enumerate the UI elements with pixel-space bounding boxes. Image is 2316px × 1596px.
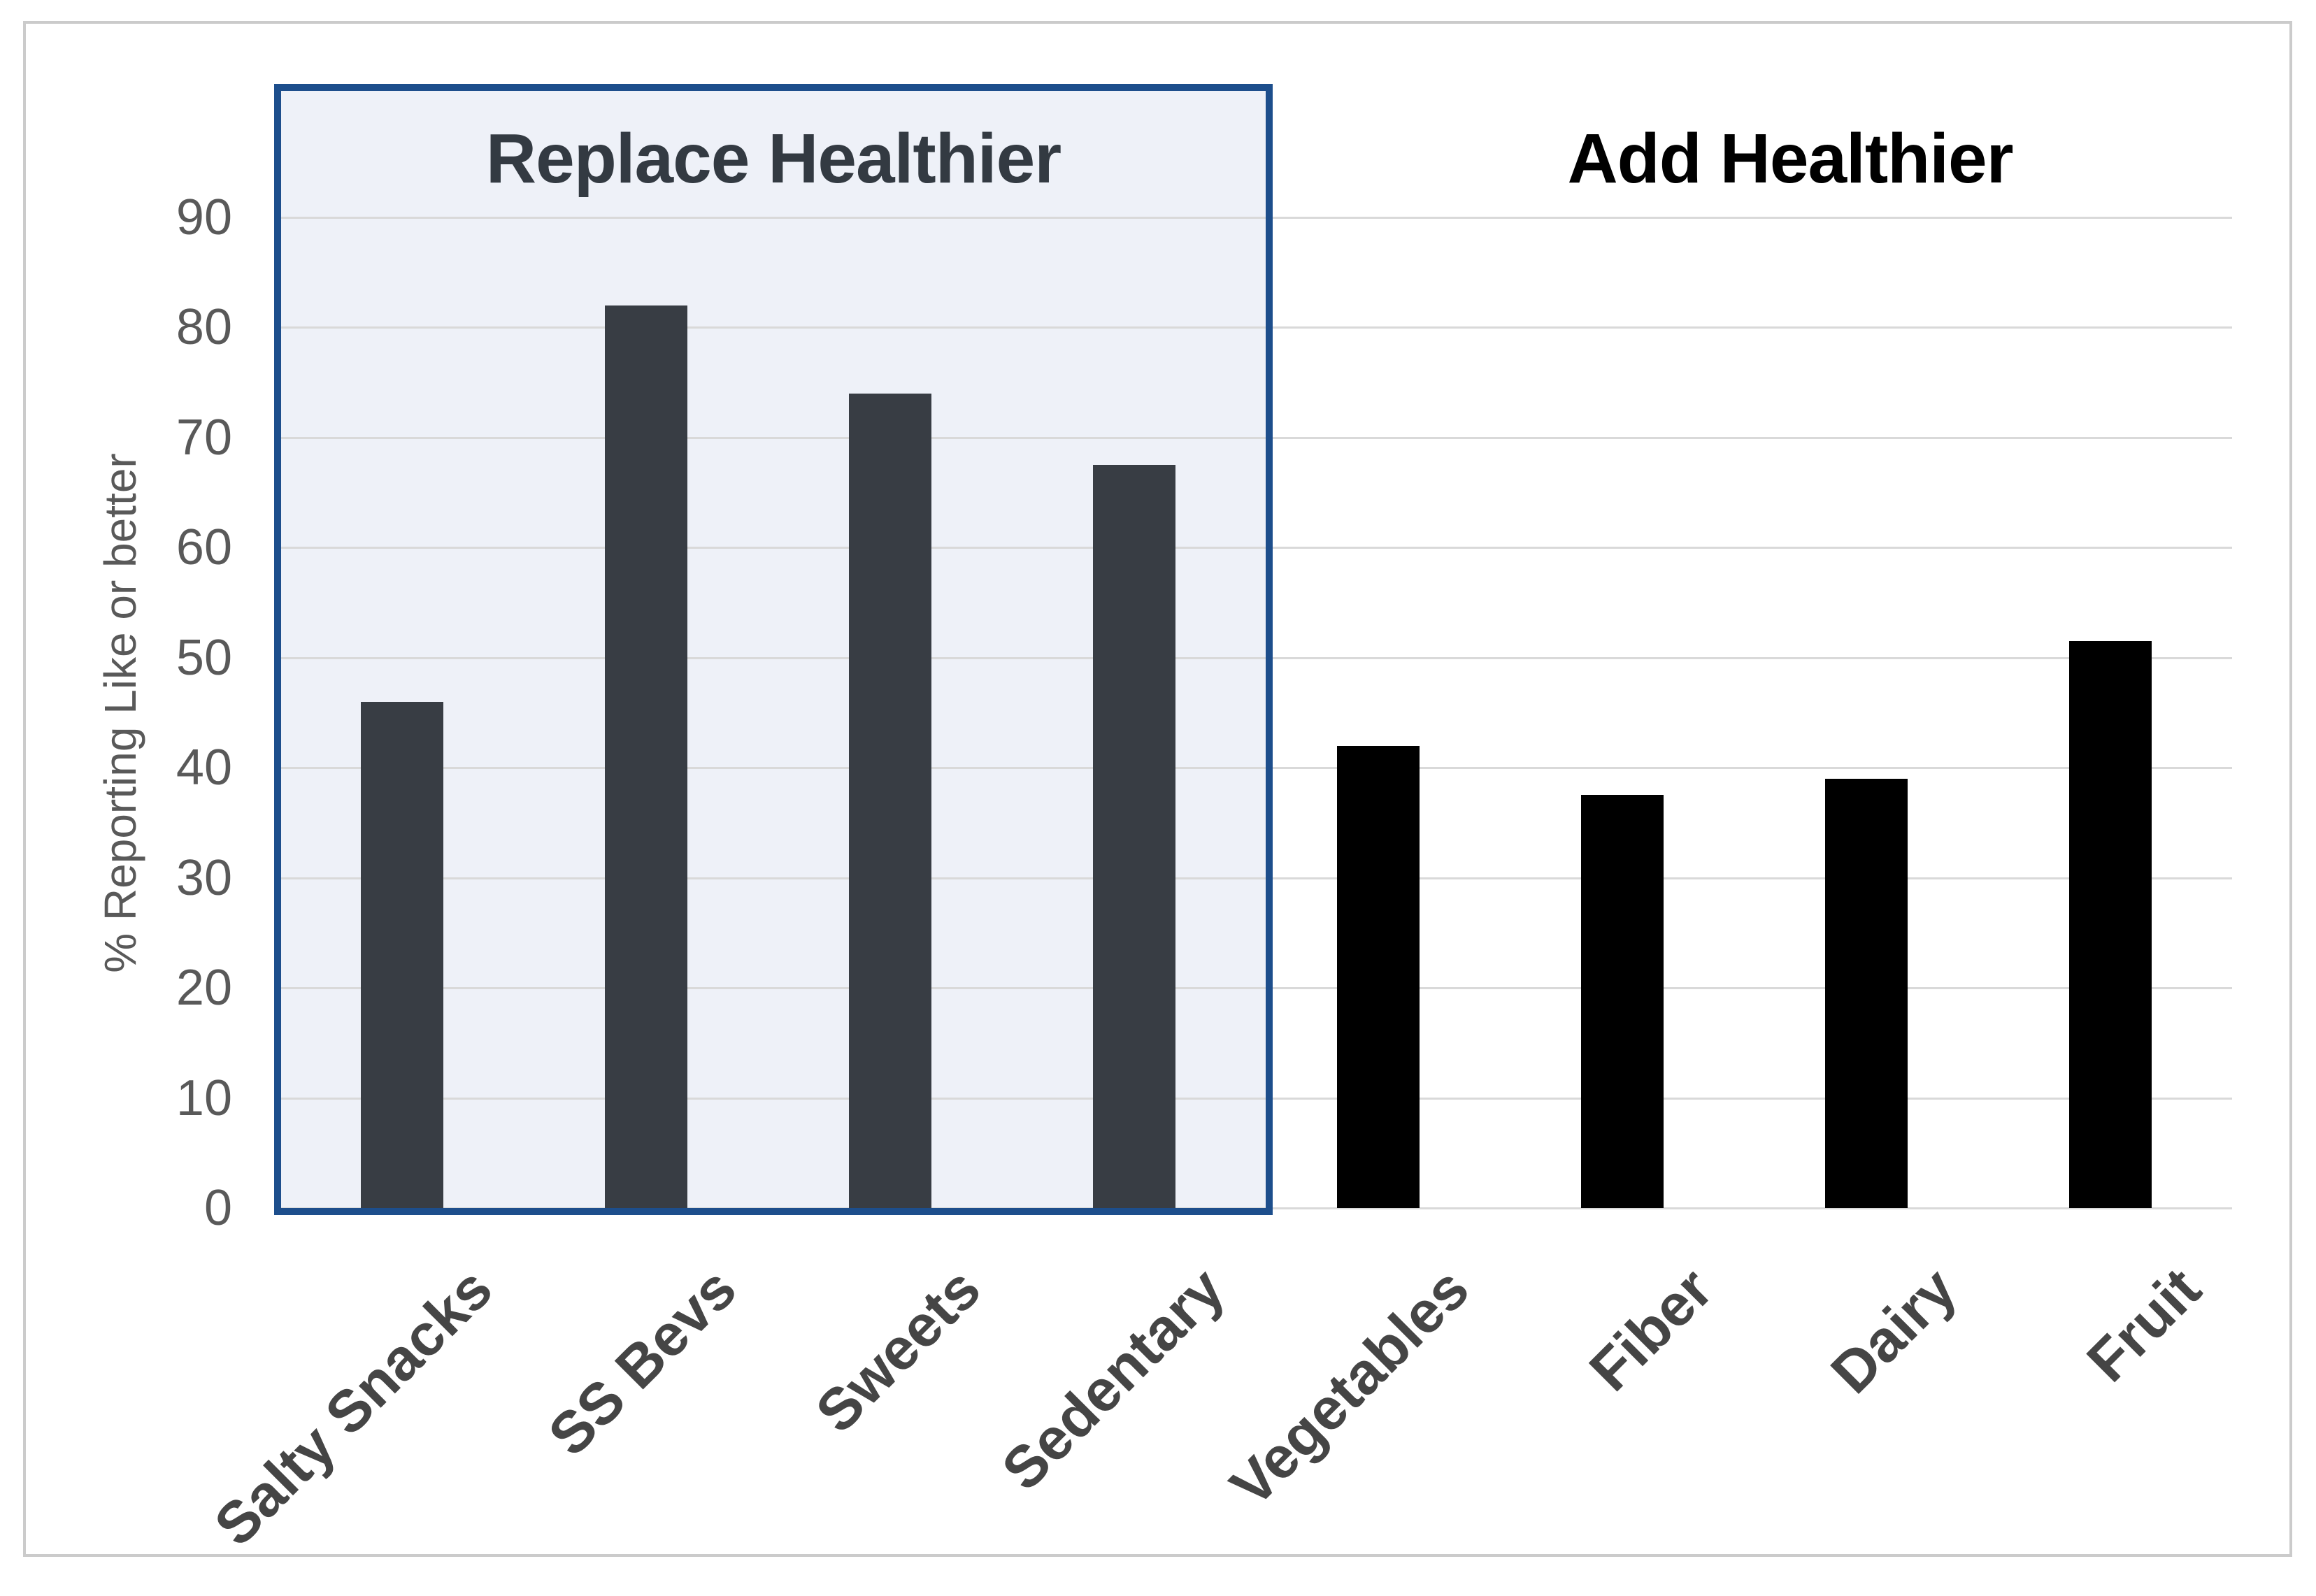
replace-healthier-highlight-box-border [274,84,1273,1215]
group-title-replace-healthier: Replace Healthier [485,120,1062,198]
y-axis-title: % Reporting Like or better [95,453,145,973]
group-title-add-healthier: Add Healthier [1567,120,2013,198]
